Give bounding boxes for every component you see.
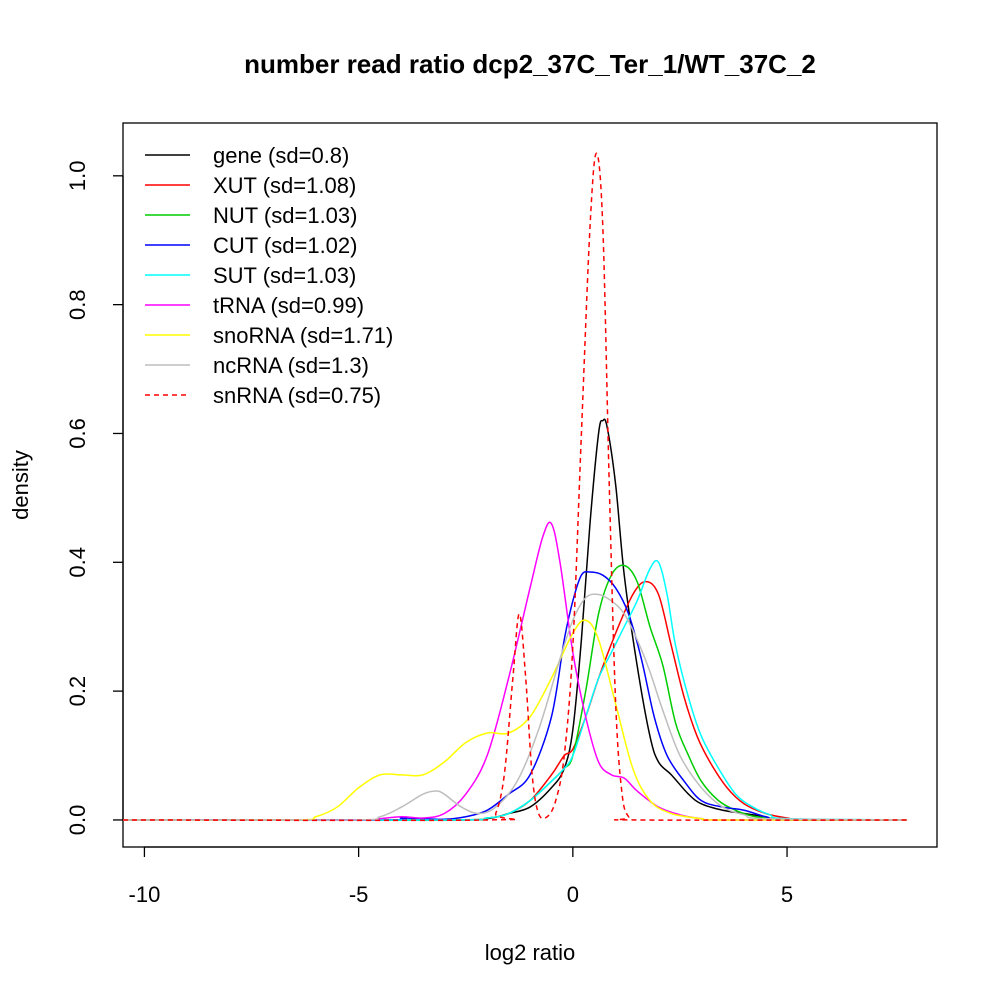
- series-gene-line: [123, 418, 908, 821]
- legend-label-sut: SUT (sd=1.03): [213, 263, 356, 288]
- x-axis-label: log2 ratio: [485, 940, 576, 965]
- x-tick-label: -10: [129, 882, 161, 907]
- legend-label-cut: CUT (sd=1.02): [213, 233, 357, 258]
- series-layer: [123, 152, 908, 822]
- y-tick-label: 0.0: [65, 805, 90, 836]
- series-cut-line: [123, 570, 908, 821]
- series-trna-line: [123, 521, 908, 821]
- legend-label-ncrna: ncRNA (sd=1.3): [213, 353, 369, 378]
- y-tick-label: 0.8: [65, 289, 90, 320]
- x-axis: -10 -5 0 5: [129, 846, 793, 907]
- series-sut-line: [123, 559, 908, 821]
- y-axis: 0.0 0.2 0.4 0.6 0.8 1.0: [65, 161, 124, 836]
- legend-label-snorna: snoRNA (sd=1.71): [213, 323, 393, 348]
- x-tick-label: 0: [567, 882, 579, 907]
- chart-title: number read ratio dcp2_37C_Ter_1/WT_37C_…: [244, 49, 816, 79]
- legend-label-trna: tRNA (sd=0.99): [213, 293, 364, 318]
- y-axis-label: density: [8, 450, 33, 520]
- legend-label-xut: XUT (sd=1.08): [213, 173, 356, 198]
- y-tick-label: 0.6: [65, 418, 90, 449]
- y-tick-label: 1.0: [65, 161, 90, 192]
- x-tick-label: -5: [349, 882, 369, 907]
- y-tick-label: 0.2: [65, 676, 90, 707]
- series-snorna-line: [123, 619, 908, 821]
- legend-label-nut: NUT (sd=1.03): [213, 203, 357, 228]
- x-tick-label: 5: [781, 882, 793, 907]
- legend-label-snrna: snRNA (sd=0.75): [213, 383, 381, 408]
- legend-label-gene: gene (sd=0.8): [213, 143, 349, 168]
- series-ncrna-line: [123, 593, 908, 821]
- legend: gene (sd=0.8) XUT (sd=1.08) NUT (sd=1.03) C…: [145, 143, 393, 408]
- y-tick-label: 0.4: [65, 547, 90, 578]
- series-nut-line: [123, 564, 908, 821]
